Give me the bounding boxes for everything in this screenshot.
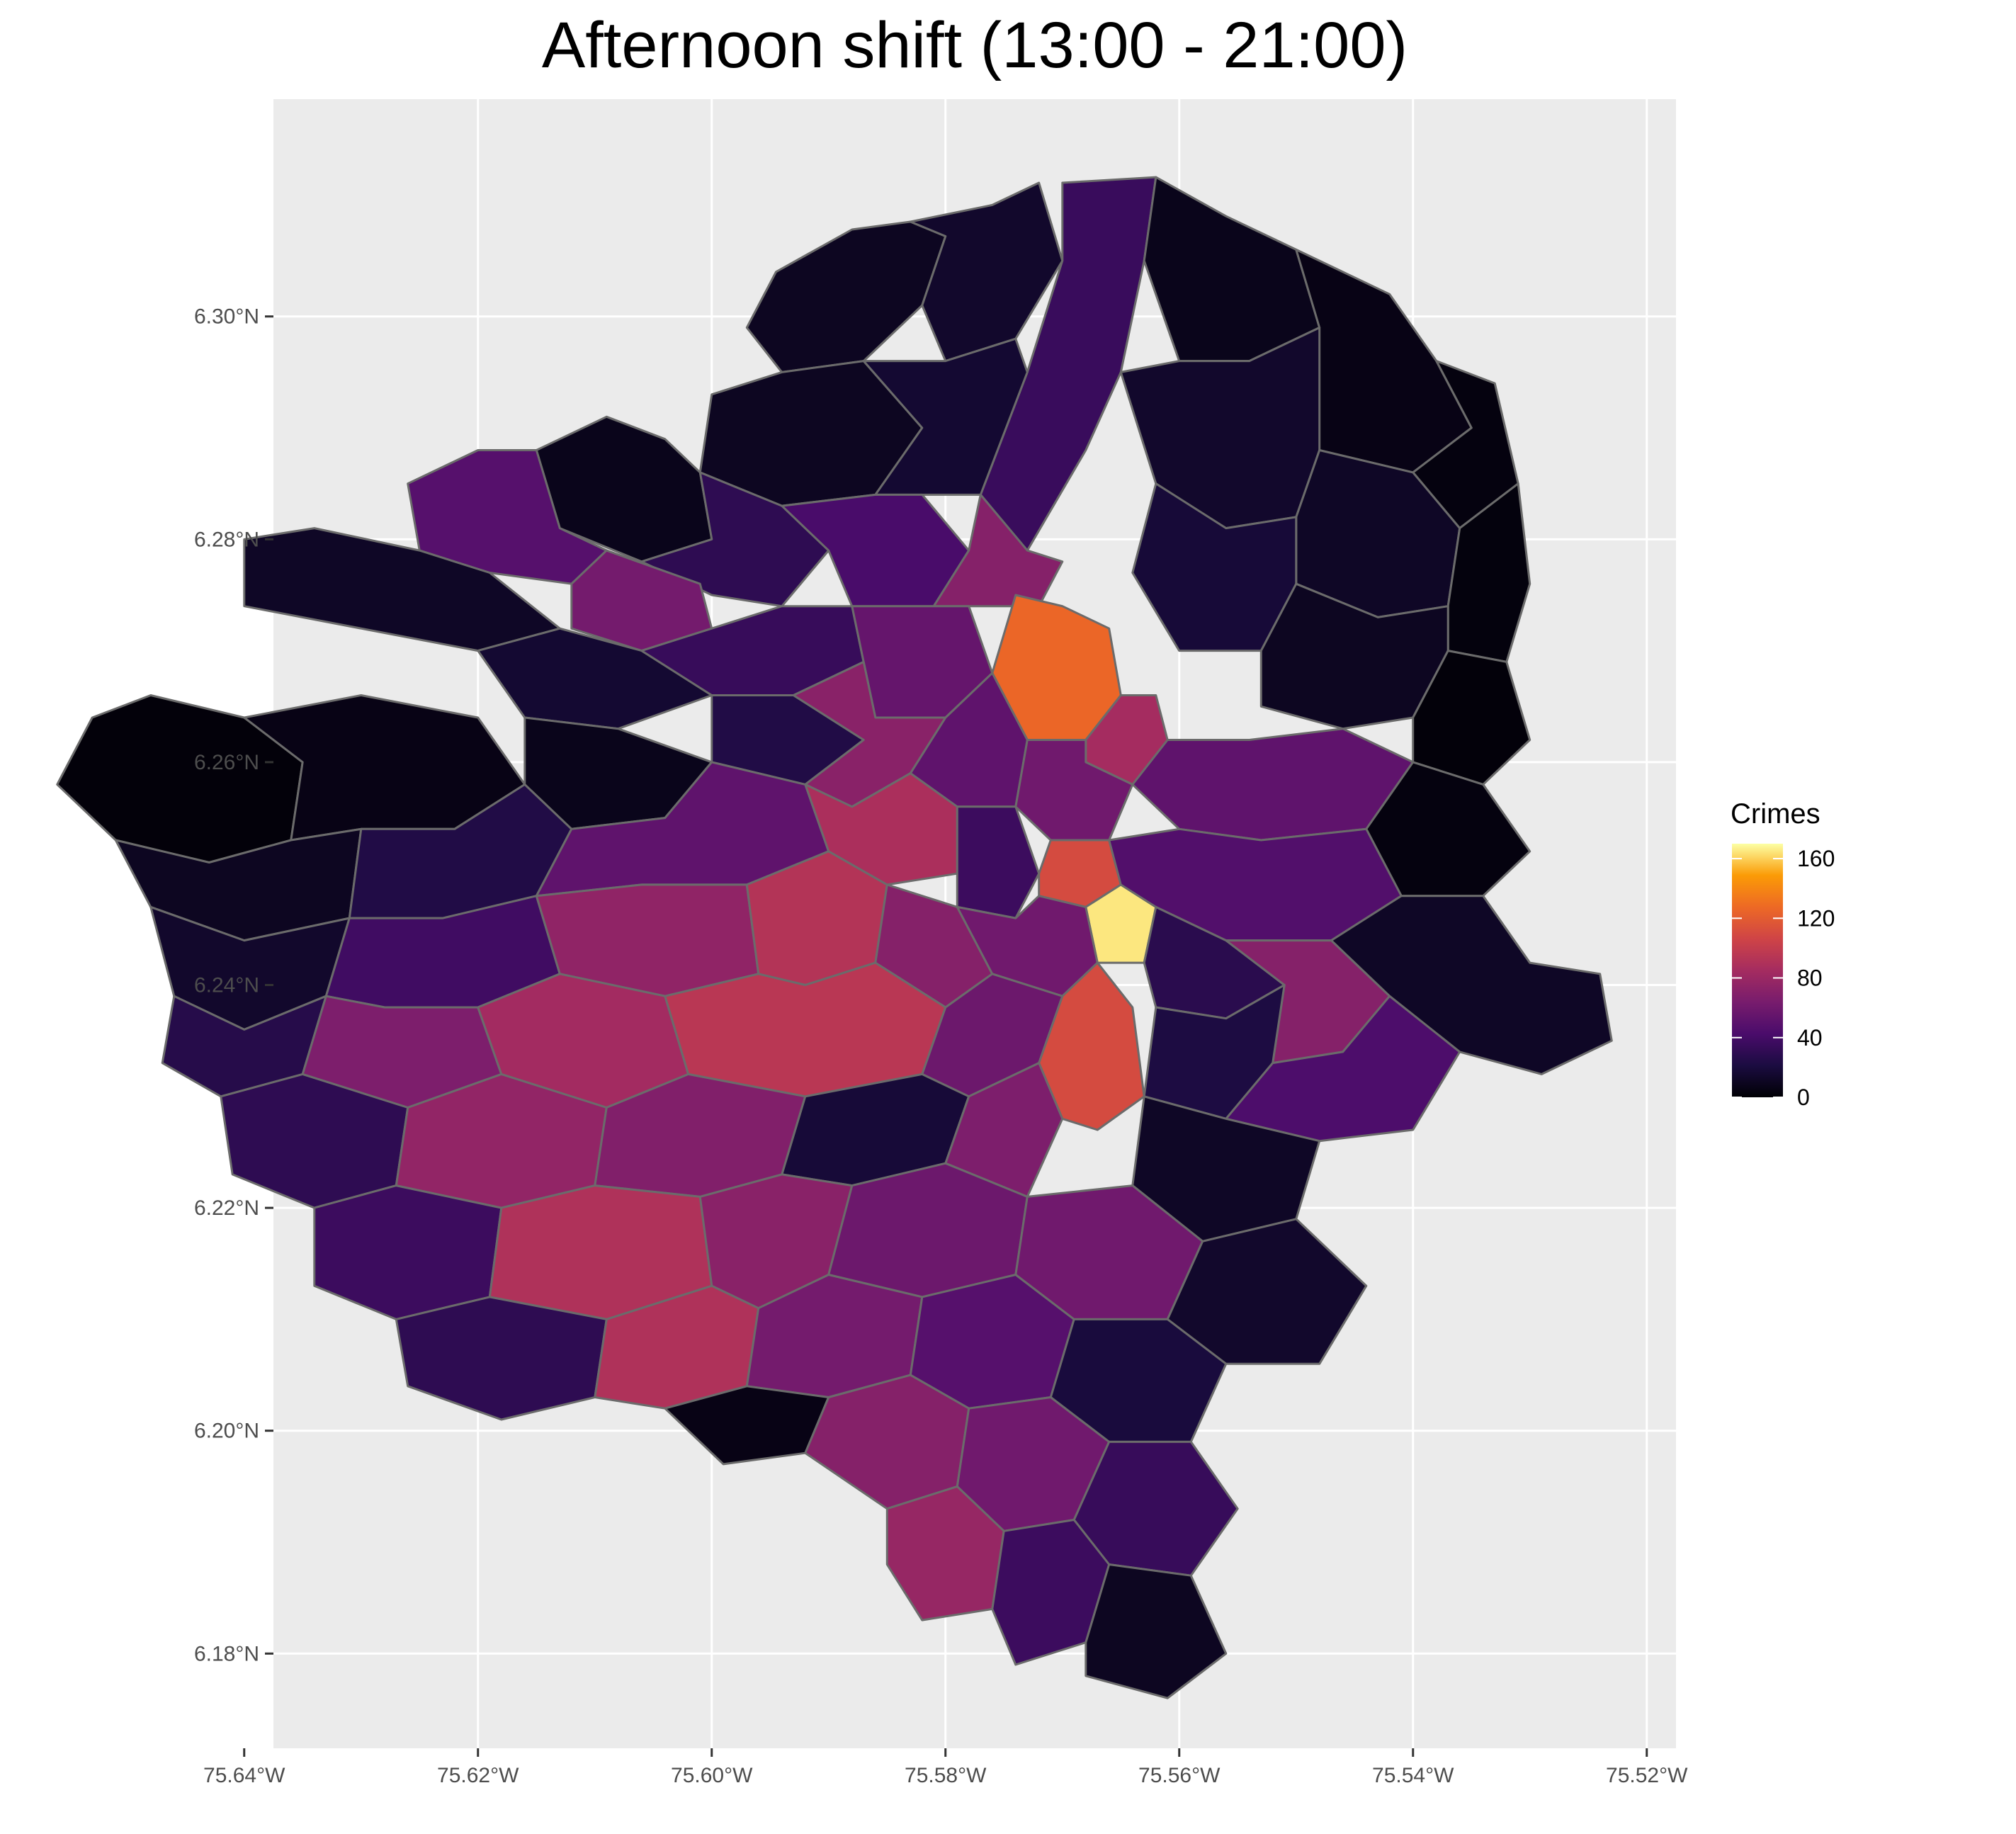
map-regions: [56, 176, 1613, 1699]
region-center-west-1: [804, 772, 958, 886]
chart-title: Afternoon shift (13:00 - 21:00): [542, 9, 1408, 81]
region-center-south-5: [944, 1062, 1064, 1198]
legend-label: 0: [1797, 1085, 1810, 1110]
x-tick-label: 75.52°W: [1606, 1764, 1688, 1787]
x-axis: 75.64°W 75.62°W 75.60°W 75.58°W 75.56°W 75.54…: [203, 1748, 1688, 1787]
legend-ticks: 0 40 80 120 160: [1732, 846, 1835, 1110]
region-north-west-8: [932, 493, 1064, 608]
legend: Crimes 0 40 80 120 160: [1731, 798, 1835, 1110]
y-tick-label: 6.22°N: [194, 1196, 259, 1220]
legend-title: Crimes: [1731, 798, 1820, 830]
y-tick-label: 6.24°N: [194, 974, 259, 997]
legend-label: 160: [1797, 846, 1835, 871]
x-tick-label: 75.62°W: [437, 1764, 519, 1787]
legend-label: 120: [1797, 905, 1835, 931]
legend-label: 80: [1797, 966, 1823, 991]
legend-label: 40: [1797, 1025, 1823, 1051]
y-tick-label: 6.20°N: [194, 1420, 259, 1443]
x-tick-label: 75.56°W: [1138, 1764, 1221, 1787]
x-tick-label: 75.64°W: [203, 1764, 285, 1787]
y-tick-label: 6.28°N: [194, 528, 259, 551]
y-tick-label: 6.18°N: [194, 1642, 259, 1665]
region-center-north-2: [1014, 739, 1134, 842]
region-hotspot-south: [1038, 961, 1145, 1131]
y-axis: 6.18°N 6.20°N 6.22°N 6.24°N 6.26°N 6.28°N 6.30…: [194, 305, 273, 1665]
region-south-12: [1085, 1563, 1228, 1699]
y-tick-label: 6.30°N: [194, 305, 259, 329]
y-tick-label: 6.26°N: [194, 751, 259, 774]
x-tick-label: 75.60°W: [671, 1764, 753, 1787]
x-tick-label: 75.58°W: [905, 1764, 987, 1787]
legend-colorbar: [1732, 844, 1783, 1097]
x-tick-label: 75.54°W: [1372, 1764, 1454, 1787]
